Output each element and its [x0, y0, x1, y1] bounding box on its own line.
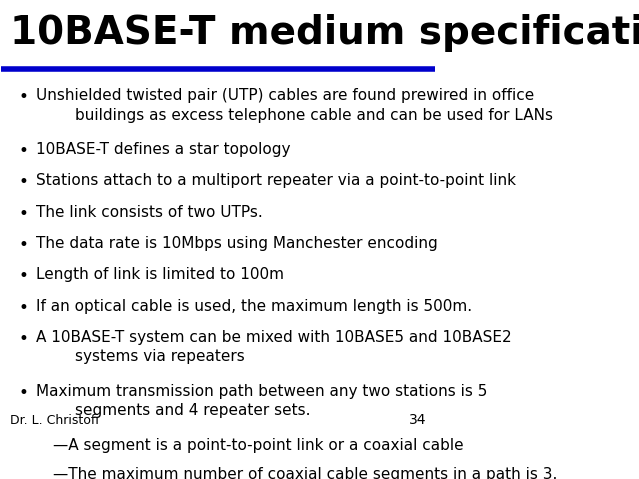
- Text: •: •: [19, 267, 29, 285]
- Text: Dr. L. Christofi: Dr. L. Christofi: [10, 414, 99, 427]
- Text: The data rate is 10Mbps using Manchester encoding: The data rate is 10Mbps using Manchester…: [36, 236, 438, 251]
- Text: 34: 34: [409, 413, 426, 427]
- Text: A 10BASE-T system can be mixed with 10BASE5 and 10BASE2
        systems via repe: A 10BASE-T system can be mixed with 10BA…: [36, 330, 512, 364]
- Text: Length of link is limited to 100m: Length of link is limited to 100m: [36, 267, 284, 282]
- Text: •: •: [19, 236, 29, 254]
- Text: •: •: [19, 142, 29, 160]
- Text: Stations attach to a multiport repeater via a point-to-point link: Stations attach to a multiport repeater …: [36, 173, 516, 188]
- Text: 10BASE-T medium specification: 10BASE-T medium specification: [10, 14, 639, 52]
- Text: •: •: [19, 330, 29, 348]
- Text: •: •: [19, 298, 29, 317]
- Text: If an optical cable is used, the maximum length is 500m.: If an optical cable is used, the maximum…: [36, 298, 472, 314]
- Text: The link consists of two UTPs.: The link consists of two UTPs.: [36, 205, 263, 220]
- Text: •: •: [19, 205, 29, 223]
- Text: •: •: [19, 88, 29, 106]
- Text: 10BASE-T defines a star topology: 10BASE-T defines a star topology: [36, 142, 291, 157]
- Text: Unshielded twisted pair (UTP) cables are found prewired in office
        buildi: Unshielded twisted pair (UTP) cables are…: [36, 88, 553, 123]
- Text: Maximum transmission path between any two stations is 5
        segments and 4 r: Maximum transmission path between any tw…: [36, 384, 488, 418]
- Text: —A segment is a point-to-point link or a coaxial cable: —A segment is a point-to-point link or a…: [54, 438, 464, 453]
- Text: —The maximum number of coaxial cable segments in a path is 3.: —The maximum number of coaxial cable seg…: [54, 468, 558, 479]
- Text: •: •: [19, 173, 29, 192]
- Text: •: •: [19, 384, 29, 402]
